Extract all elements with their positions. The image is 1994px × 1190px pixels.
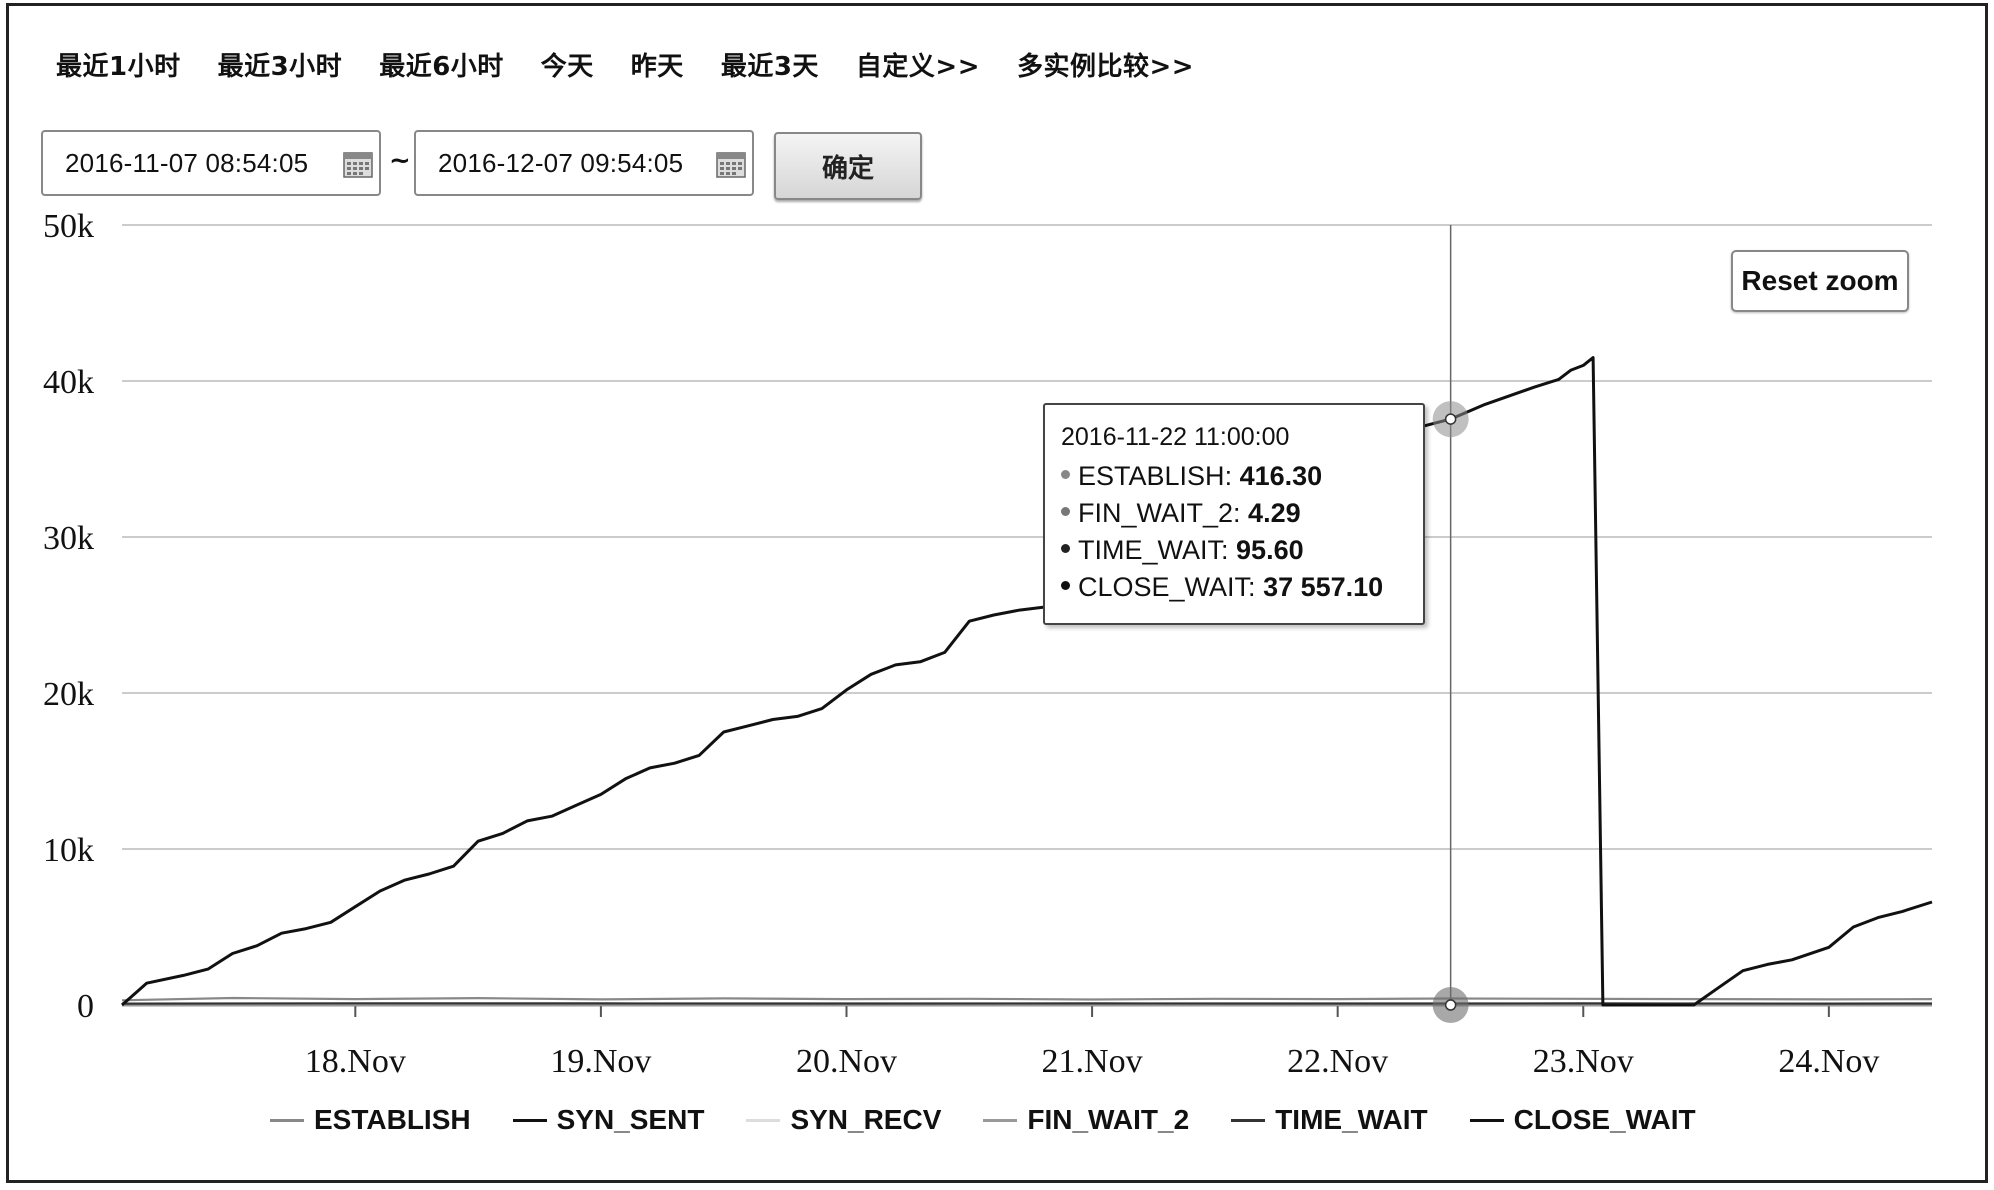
tooltip-row-close-wait: CLOSE_WAIT: 37 557.10: [1061, 569, 1423, 606]
link-last-3-days[interactable]: 最近3天: [720, 51, 819, 82]
calendar-icon[interactable]: [343, 150, 373, 178]
link-today[interactable]: 今天: [540, 51, 594, 82]
legend-swatch: [1469, 1118, 1504, 1122]
y-axis-ticks: 0 10k 20k 30k 40k 50k: [43, 208, 94, 1025]
x-tick-label: 23.Nov: [1533, 1043, 1634, 1080]
confirm-button[interactable]: 确定: [774, 132, 922, 200]
tooltip-series-value: 95.60: [1236, 535, 1304, 565]
hover-marker-point: [1444, 413, 1457, 425]
legend-item-establish[interactable]: ESTABLISH: [270, 1104, 471, 1136]
hover-markers: [1432, 225, 1469, 1023]
tooltip-series-value: 416.30: [1239, 461, 1323, 491]
end-date-value: 2016-12-07 09:54:05: [438, 147, 684, 178]
x-tick-label: 22.Nov: [1287, 1043, 1388, 1080]
series-dot-icon: [1061, 581, 1070, 591]
legend-swatch: [983, 1118, 1018, 1122]
link-last-3-hours[interactable]: 最近3小时: [217, 51, 343, 82]
tooltip-row-time-wait: TIME_WAIT: 95.60: [1061, 532, 1423, 569]
y-tick-label: 30k: [43, 520, 94, 557]
legend-item-syn-sent[interactable]: SYN_SENT: [512, 1104, 705, 1136]
chart-legend: ESTABLISH SYN_SENT SYN_RECV FIN_WAIT_2 T…: [270, 1100, 1738, 1140]
y-tick-label: 10k: [43, 832, 94, 869]
x-tick-label: 24.Nov: [1778, 1043, 1879, 1080]
date-range-separator: ~: [389, 146, 411, 176]
legend-swatch: [270, 1118, 304, 1122]
chart-panel: [6, 3, 1988, 1183]
legend-label: ESTABLISH: [314, 1104, 471, 1135]
tooltip-series-name: FIN_WAIT_2: [1078, 498, 1234, 528]
legend-label: CLOSE_WAIT: [1513, 1104, 1696, 1135]
tooltip-series-name: TIME_WAIT: [1078, 535, 1222, 565]
series-line-close-wait: [121, 356, 1933, 1007]
link-multi-instance-compare[interactable]: 多实例比较>>: [1016, 51, 1195, 82]
series-lines: [121, 356, 1933, 1007]
y-tick-label: 50k: [43, 208, 94, 245]
calendar-icon[interactable]: [716, 150, 746, 178]
link-last-1-hour[interactable]: 最近1小时: [56, 51, 181, 82]
y-tick-label: 0: [77, 988, 94, 1025]
x-tick-label: 21.Nov: [1042, 1043, 1143, 1080]
tooltip-series-value: 37 557.10: [1263, 572, 1384, 602]
legend-item-time-wait[interactable]: TIME_WAIT: [1231, 1104, 1428, 1136]
tooltip-series-value: 4.29: [1248, 498, 1301, 528]
legend-item-syn-recv[interactable]: SYN_RECV: [746, 1104, 941, 1136]
legend-swatch: [746, 1118, 781, 1122]
legend-label: FIN_WAIT_2: [1027, 1104, 1190, 1135]
quick-range-links: 最近1小时 最近3小时 最近6小时 今天 昨天 最近3天 自定义>> 多实例比较…: [56, 44, 1231, 84]
x-tick-label: 18.Nov: [305, 1043, 406, 1080]
series-dot-icon: [1061, 507, 1070, 517]
start-date-value: 2016-11-07 08:54:05: [65, 147, 309, 178]
start-date-input[interactable]: 2016-11-07 08:54:05: [41, 130, 381, 196]
series-line-establish: [121, 996, 1933, 1002]
y-tick-label: 20k: [43, 676, 94, 713]
end-date-input[interactable]: 2016-12-07 09:54:05: [414, 130, 754, 196]
hover-marker-point: [1444, 999, 1457, 1011]
legend-swatch: [1231, 1118, 1266, 1122]
link-last-6-hours[interactable]: 最近6小时: [379, 51, 504, 82]
y-tick-label: 40k: [43, 364, 94, 401]
legend-item-fin-wait-2[interactable]: FIN_WAIT_2: [983, 1104, 1189, 1136]
series-dot-icon: [1061, 470, 1070, 480]
link-custom[interactable]: 自定义>>: [855, 51, 980, 82]
legend-label: SYN_RECV: [790, 1104, 942, 1135]
legend-swatch: [512, 1118, 547, 1122]
tooltip-series-name: ESTABLISH: [1078, 461, 1225, 491]
data-tooltip: 2016-11-22 11:00:00 ESTABLISH: 416.30 FI…: [1043, 403, 1425, 625]
grid-lines: [122, 224, 1932, 1007]
legend-label: TIME_WAIT: [1275, 1104, 1428, 1135]
x-tick-label: 19.Nov: [550, 1043, 651, 1080]
tooltip-row-establish: ESTABLISH: 416.30: [1061, 458, 1423, 495]
series-dot-icon: [1061, 544, 1070, 554]
link-yesterday[interactable]: 昨天: [630, 51, 684, 82]
reset-zoom-button[interactable]: Reset zoom: [1731, 250, 1909, 312]
legend-item-close-wait[interactable]: CLOSE_WAIT: [1469, 1104, 1696, 1136]
tooltip-time: 2016-11-22 11:00:00: [1061, 423, 1290, 451]
tooltip-row-fin-wait-2: FIN_WAIT_2: 4.29: [1061, 495, 1423, 532]
x-axis-ticks: 18.Nov 19.Nov 20.Nov 21.Nov 22.Nov 23.Nov 24.N…: [305, 1005, 1879, 1080]
x-tick-label: 20.Nov: [796, 1043, 897, 1080]
legend-label: SYN_SENT: [556, 1104, 705, 1135]
tooltip-series-name: CLOSE_WAIT: [1078, 572, 1249, 602]
